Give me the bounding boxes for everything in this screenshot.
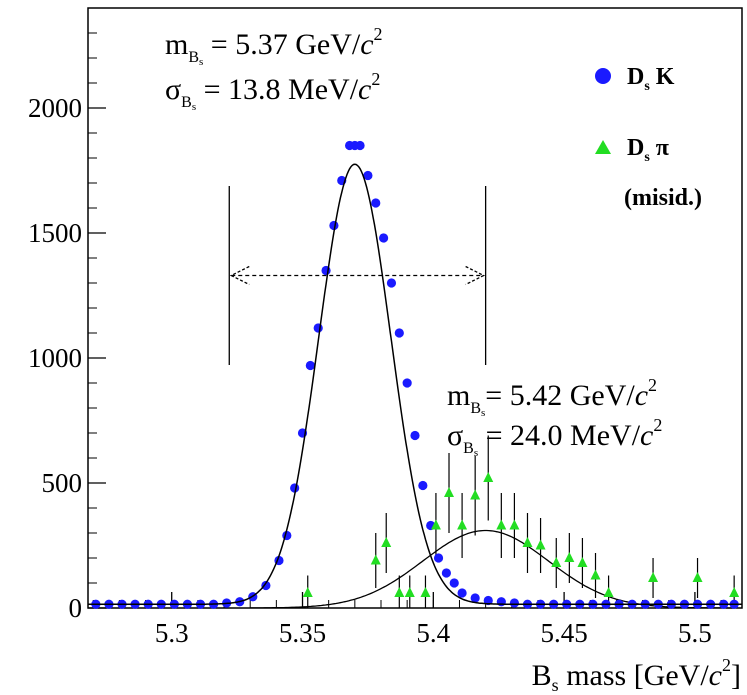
misid-data-point <box>404 587 415 597</box>
dsk-data-point <box>418 480 428 491</box>
misid-error-bars <box>307 435 735 608</box>
dsk-data-point <box>496 597 506 607</box>
x-tick-label: 5.35 <box>279 618 326 648</box>
misid-data-point <box>729 587 740 597</box>
misid-data-point <box>420 587 431 597</box>
dsk-data-point <box>410 430 420 441</box>
y-tick-label: 500 <box>42 468 83 498</box>
dsk-data-point <box>305 360 315 371</box>
x-tick-label: 5.4 <box>416 618 450 648</box>
dsk-data-point <box>355 140 365 151</box>
dsk-data-point <box>386 278 397 288</box>
x-tick-labels: 5.3 5.35 5.4 5.45 5.5 <box>155 618 712 648</box>
misid-data-point <box>603 587 614 597</box>
dsk-data-point <box>363 170 373 181</box>
dsk-data-point <box>321 265 331 276</box>
x-tick-label: 5.45 <box>540 618 587 648</box>
misid-data-point <box>577 557 588 567</box>
misid-data-point <box>470 489 481 500</box>
misid-points <box>302 472 740 597</box>
dsk-data-point <box>433 553 444 563</box>
misid-data-point <box>590 569 601 580</box>
dsk-data-point <box>394 328 404 338</box>
misid-fit-curve <box>250 529 734 609</box>
y-tick-labels: 0 500 1000 1500 2000 <box>28 93 82 623</box>
dsk-data-point <box>313 323 323 333</box>
dsk-data-point <box>441 568 451 578</box>
misid-data-point <box>483 472 494 482</box>
dsk-data-point <box>449 578 459 588</box>
y-tick-label: 0 <box>69 593 83 623</box>
selection-window <box>228 186 487 365</box>
misid-data-point <box>370 554 381 565</box>
legend-label-dsk: Ds K <box>627 64 675 94</box>
dsk-data-point <box>470 593 480 603</box>
misid-data-point <box>302 587 313 597</box>
misid-data-point <box>444 487 455 497</box>
misid-data-point <box>430 519 441 530</box>
misid-data-point <box>692 572 703 582</box>
dsk-points <box>91 140 739 609</box>
dsk-data-point <box>371 198 381 208</box>
misid-data-point <box>564 552 575 562</box>
top-mass-annotation: mBs = 5.37 GeV/c2 <box>165 24 383 68</box>
misid-data-point <box>551 557 562 567</box>
dsk-data-point <box>509 598 520 608</box>
x-tick-label: 5.5 <box>678 618 712 648</box>
x-tick-label: 5.3 <box>155 618 189 648</box>
dsk-data-point <box>402 378 412 388</box>
bottom-mass-annotation: mBs= 5.42 GeV/c2 <box>447 375 657 419</box>
dsk-data-point <box>483 595 493 606</box>
y-tick-label: 2000 <box>28 93 82 123</box>
misid-data-point <box>496 519 507 530</box>
x-axis-label: Bs mass [GeV/c2] <box>532 655 741 695</box>
dsk-fit-curve <box>88 163 742 606</box>
legend-label-misid-note: (misid.) <box>624 185 702 211</box>
bottom-sigma-annotation: σBs = 24.0 MeV/c2 <box>447 415 662 459</box>
legend-marker-dsk <box>595 68 611 84</box>
y-tick-label: 1000 <box>28 343 82 373</box>
y-tick-label: 1500 <box>28 218 82 248</box>
misid-data-point <box>509 519 520 530</box>
top-sigma-annotation: σBs = 13.8 MeV/c2 <box>165 69 380 113</box>
misid-data-point <box>522 537 533 547</box>
window-arrowhead-left <box>229 265 250 286</box>
misid-data-point <box>381 537 392 547</box>
window-arrowhead-right <box>465 265 486 286</box>
misid-data-point <box>648 572 659 582</box>
legend-marker-misid <box>595 140 611 154</box>
legend-label-misid: Ds π <box>627 135 669 165</box>
dsk-data-point <box>379 233 389 243</box>
misid-data-point <box>457 519 468 530</box>
misid-data-point <box>394 587 405 597</box>
dsk-data-point <box>261 580 271 591</box>
dsk-data-point <box>457 588 467 598</box>
misid-data-point <box>535 539 546 550</box>
legend: Ds K Ds π (misid.) <box>595 64 702 211</box>
